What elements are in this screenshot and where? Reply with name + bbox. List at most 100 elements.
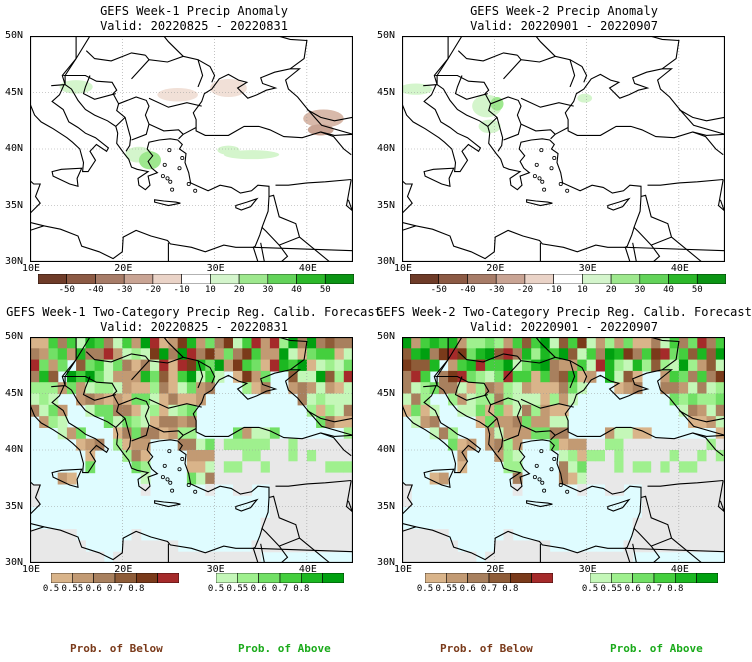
grid-cell	[503, 551, 514, 563]
grid-cell	[131, 416, 142, 428]
grid-cell	[297, 393, 308, 406]
colorbar-swatch	[267, 274, 297, 284]
coastline	[436, 36, 725, 252]
grid-cell	[94, 359, 105, 372]
panel-1-valid: Valid: 20220825 - 20220831	[100, 19, 288, 33]
grid-cell	[205, 450, 216, 462]
grid-cell	[660, 438, 671, 451]
colorbar-swatch	[410, 274, 440, 284]
colorbar-swatch	[181, 274, 211, 284]
grid-cell	[269, 450, 280, 462]
grid-cell	[540, 359, 551, 372]
panel-2-valid: Valid: 20220901 - 20220907	[470, 19, 658, 33]
footer-below-label: Prob. of Below	[70, 642, 163, 655]
grid-cell	[669, 359, 680, 372]
colorbar-swatch	[95, 274, 125, 284]
grid-cell	[402, 348, 412, 361]
grid-cell	[457, 359, 468, 372]
grid-cell	[325, 540, 336, 553]
grid-cell	[503, 404, 514, 417]
grid-cell	[522, 416, 532, 428]
grid-cell	[316, 359, 326, 372]
grid-cell	[586, 348, 597, 361]
grid-cell	[233, 348, 243, 361]
coastline	[526, 500, 553, 508]
grid-cell	[485, 337, 495, 349]
grid-cell	[140, 438, 151, 451]
grid-cell	[402, 483, 412, 496]
country-border	[144, 54, 150, 61]
grid-cell	[402, 370, 412, 383]
grid-cell	[715, 529, 725, 541]
grid-cell	[715, 506, 725, 519]
grid-cell	[697, 393, 708, 406]
grid-cell	[140, 337, 151, 349]
grid-cell	[214, 359, 225, 372]
grid-cell	[494, 450, 505, 462]
colorbar-swatch	[531, 573, 553, 583]
grid-cell	[66, 551, 77, 563]
grid-cell	[512, 438, 523, 451]
grid-cell	[494, 370, 505, 383]
coastline	[30, 337, 110, 474]
lon-tick-label: 30E	[578, 263, 597, 274]
grid-cell	[223, 461, 234, 474]
grid-cell	[715, 337, 725, 349]
grid-cell	[279, 450, 289, 462]
grid-cell	[316, 472, 326, 485]
grid-cell	[279, 506, 289, 519]
grid-cell	[457, 348, 468, 361]
grid-cell	[57, 529, 68, 541]
colorbar-swatch	[238, 274, 269, 284]
grid-cell	[306, 472, 317, 485]
grid-cell	[697, 450, 708, 462]
grid-cell	[196, 461, 206, 474]
grid-cell	[334, 461, 345, 474]
grid-cell	[577, 370, 588, 383]
island	[162, 162, 167, 167]
grid-cell	[343, 370, 353, 383]
grid-cell	[549, 551, 560, 563]
grid-cell	[595, 348, 606, 361]
grid-cell	[669, 461, 680, 474]
grid-cell	[306, 529, 317, 541]
grid-cell	[288, 483, 299, 496]
colorbar-swatch	[216, 573, 238, 583]
grid-cell	[503, 359, 514, 372]
grid-cell	[196, 370, 206, 383]
grid-cell	[669, 483, 680, 496]
grid-cell	[549, 370, 560, 383]
grid-cell	[438, 427, 449, 440]
grid-cell	[39, 382, 49, 395]
grid-cell	[205, 461, 216, 474]
island	[167, 148, 172, 153]
grid-cell	[715, 359, 725, 372]
grid-cell	[558, 450, 569, 462]
grid-cell	[512, 359, 523, 372]
grid-cell	[343, 472, 353, 485]
grid-cell	[159, 404, 169, 417]
country-border	[503, 356, 576, 389]
grid-cell	[205, 382, 216, 395]
grid-cell	[420, 540, 431, 553]
country-border	[520, 398, 574, 409]
grid-cell	[159, 551, 169, 563]
grid-cell	[651, 472, 661, 485]
colorbar-swatch	[553, 274, 583, 284]
grid-cell	[140, 348, 151, 361]
grid-cell	[94, 348, 105, 361]
grid-cell	[316, 348, 326, 361]
country-border	[276, 36, 308, 70]
grid-cell	[39, 416, 49, 428]
grid-cell	[688, 540, 698, 553]
grid-cell	[448, 348, 458, 361]
grid-cell	[411, 416, 421, 428]
grid-cell	[669, 370, 680, 383]
grid-cell	[159, 359, 169, 372]
grid-cell	[503, 427, 514, 440]
prob-below-colorbar-1	[51, 573, 179, 583]
grid-cell	[306, 540, 317, 553]
grid-cell	[334, 337, 345, 349]
country-border	[520, 424, 556, 441]
grid-cell	[57, 551, 68, 563]
